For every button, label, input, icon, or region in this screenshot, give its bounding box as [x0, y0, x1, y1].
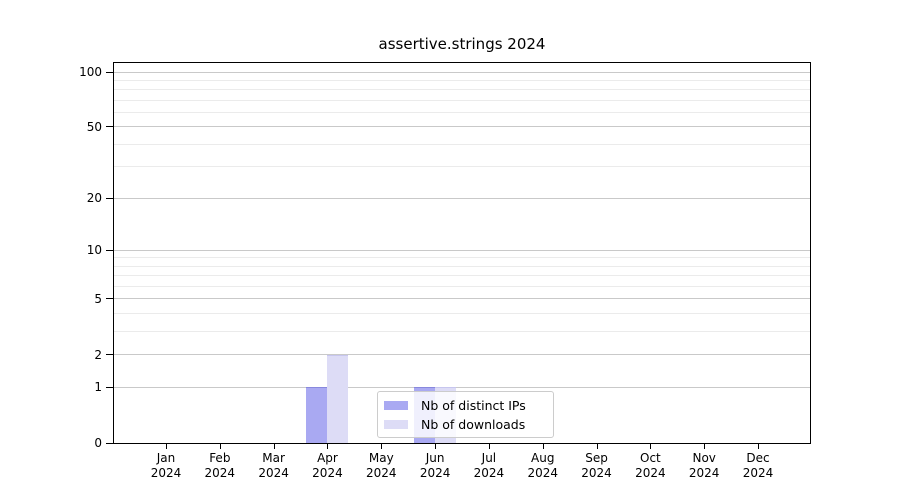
plot-area	[113, 62, 811, 444]
x-tick-label: Jun 2024	[419, 451, 451, 480]
major-gridline	[114, 386, 810, 388]
minor-gridline	[114, 313, 810, 315]
major-gridline	[114, 71, 810, 73]
minor-gridline	[114, 166, 810, 168]
y-tick-mark	[106, 197, 113, 199]
x-tick-label: Nov 2024	[688, 451, 720, 480]
x-tick-label: Dec 2024	[742, 451, 774, 480]
x-tick-mark	[273, 444, 275, 449]
minor-gridline	[114, 89, 810, 91]
x-tick-mark	[381, 444, 383, 449]
minor-gridline	[114, 99, 810, 101]
y-tick-mark	[106, 386, 113, 388]
y-tick-label: 0	[94, 436, 102, 450]
minor-gridline	[114, 286, 810, 288]
chart-title: assertive.strings 2024	[378, 35, 546, 53]
x-tick-mark	[219, 444, 221, 449]
major-gridline	[114, 126, 810, 128]
y-tick-mark	[106, 249, 113, 251]
legend-swatch-distinct-ips	[384, 401, 408, 410]
y-tick-label: 5	[94, 291, 102, 306]
major-gridline	[114, 249, 810, 251]
legend-item-downloads: Nb of downloads	[384, 415, 547, 434]
y-tick-label: 20	[86, 191, 102, 206]
minor-gridline	[114, 275, 810, 277]
y-tick-mark	[106, 442, 113, 444]
x-tick-mark	[435, 444, 437, 449]
y-tick-label: 100	[79, 65, 102, 80]
minor-gridline	[114, 112, 810, 114]
legend-label-downloads: Nb of downloads	[421, 417, 526, 432]
minor-gridline	[114, 331, 810, 333]
y-tick-mark	[106, 126, 113, 128]
x-tick-mark	[758, 444, 760, 449]
x-tick-label: Mar 2024	[258, 451, 289, 480]
x-tick-label: Aug 2024	[527, 451, 558, 480]
x-tick-label: Jan 2024	[150, 451, 182, 480]
minor-gridline	[114, 265, 810, 267]
legend-swatch-downloads	[384, 420, 408, 429]
bar-distinct-ips	[306, 387, 328, 443]
y-tick-mark	[106, 354, 113, 356]
x-tick-label: Feb 2024	[204, 451, 236, 480]
minor-gridline	[114, 257, 810, 259]
x-tick-mark	[542, 444, 544, 449]
x-tick-mark	[166, 444, 167, 449]
major-gridline	[114, 354, 810, 356]
y-tick-mark	[106, 71, 113, 73]
x-tick-label: Apr 2024	[312, 451, 343, 480]
x-tick-mark	[596, 444, 598, 449]
y-tick-label: 50	[86, 119, 102, 134]
bar-downloads	[327, 354, 349, 443]
legend-item-distinct-ips: Nb of distinct IPs	[384, 396, 547, 415]
legend: Nb of distinct IPs Nb of downloads	[377, 391, 554, 438]
y-tick-label: 2	[94, 347, 102, 362]
x-tick-mark	[650, 444, 652, 449]
minor-gridline	[114, 143, 810, 145]
x-tick-mark	[488, 444, 490, 449]
y-tick-mark	[106, 298, 113, 300]
y-tick-label: 1	[94, 380, 102, 395]
x-tick-label: Sep 2024	[581, 451, 612, 480]
major-gridline	[114, 298, 810, 300]
x-tick-label: Oct 2024	[635, 451, 666, 480]
y-tick-label: 10	[86, 243, 102, 258]
major-gridline	[114, 197, 810, 199]
x-tick-label: Jul 2024	[473, 451, 505, 480]
x-tick-mark	[327, 444, 329, 449]
x-tick-label: May 2024	[365, 451, 397, 480]
x-tick-mark	[704, 444, 706, 449]
legend-label-distinct-ips: Nb of distinct IPs	[421, 398, 526, 413]
minor-gridline	[114, 79, 810, 81]
